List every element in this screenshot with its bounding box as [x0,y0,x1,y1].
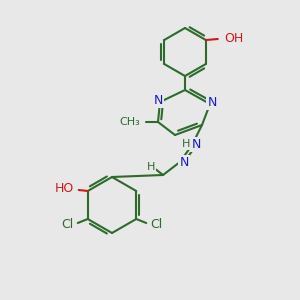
Text: N: N [153,94,163,106]
Text: H: H [182,139,190,149]
Text: N: N [191,137,201,151]
Text: CH₃: CH₃ [119,117,140,127]
Text: Cl: Cl [61,218,74,230]
Text: N: N [207,95,217,109]
Text: OH: OH [224,32,243,44]
Text: N: N [179,155,189,169]
Text: H: H [147,162,155,172]
Text: HO: HO [55,182,74,196]
Text: Cl: Cl [150,218,163,230]
